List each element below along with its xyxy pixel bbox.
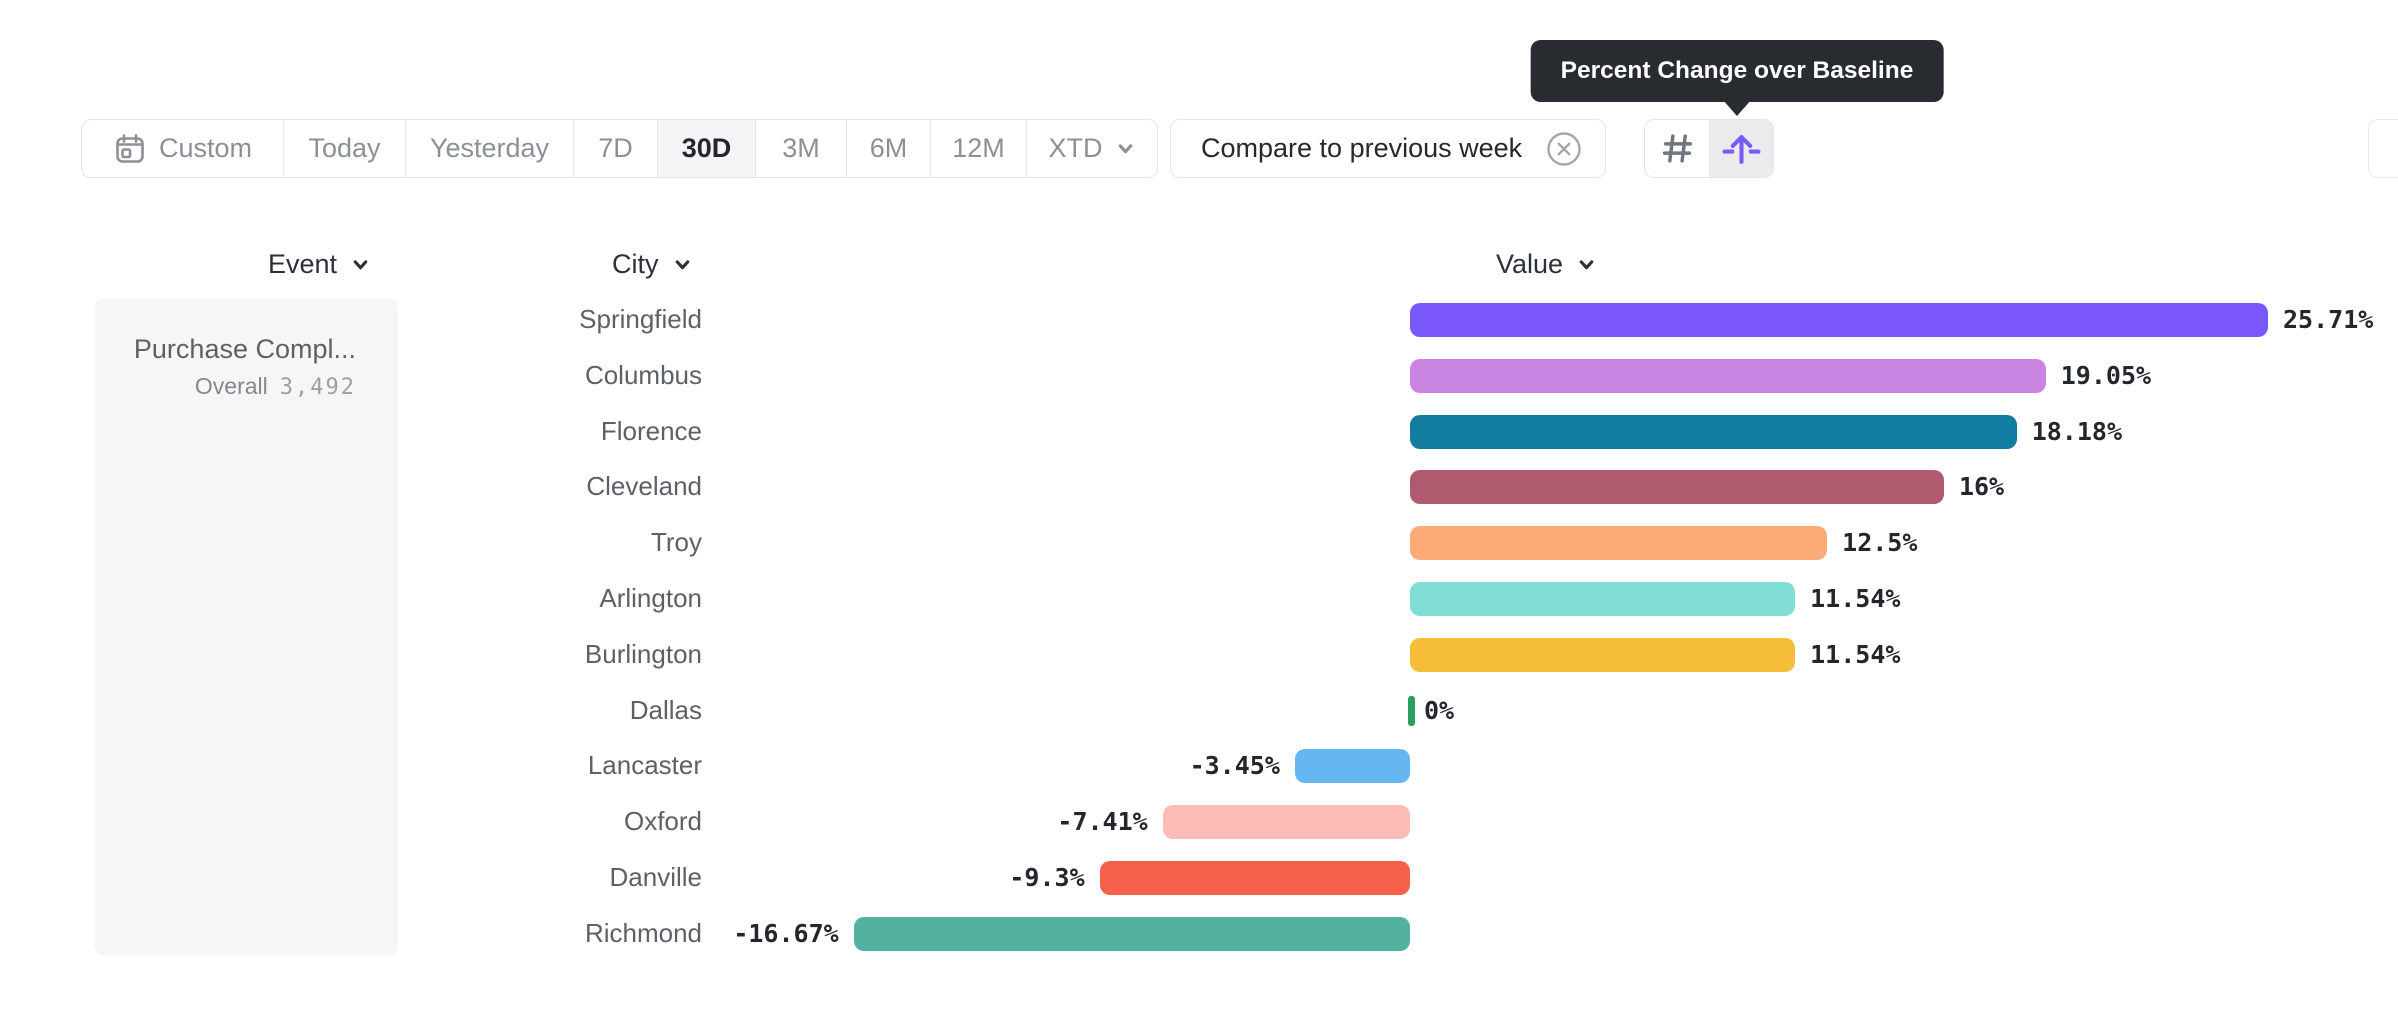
column-header-event[interactable]: Event <box>268 245 371 283</box>
city-label: Oxford <box>623 806 702 837</box>
city-label: Florence <box>600 415 702 446</box>
chevron-down-icon <box>1118 144 1132 154</box>
bar-row: Dallas 0% <box>0 683 2398 739</box>
calendar-icon <box>116 133 144 163</box>
city-label: Dallas <box>629 694 702 725</box>
value-label: -7.41% <box>1057 807 1148 837</box>
date-range-label: Custom <box>158 133 253 163</box>
value-label: 16% <box>1958 472 2005 502</box>
date-range-label: Today <box>308 133 381 163</box>
date-range-12m[interactable]: 12M <box>931 120 1027 177</box>
value-label: 18.18% <box>2031 416 2123 446</box>
city-label: Columbus <box>584 359 702 390</box>
value-bar[interactable] <box>853 916 1410 951</box>
date-range-control: Custom Today Yesterday 7D 30D 3M 6M 12M … <box>81 119 1158 178</box>
city-label: Troy <box>650 527 702 558</box>
value-label: -16.67% <box>733 918 839 948</box>
date-range-label: Yesterday <box>429 133 550 163</box>
value-label: 25.71% <box>2283 305 2374 334</box>
event-cell[interactable]: Purchase Compl... Overall 3,492 <box>95 299 398 955</box>
date-range-xtd[interactable]: XTD <box>1027 120 1157 177</box>
bar-row: Arlington 11.54% <box>0 571 2398 627</box>
value-bar[interactable] <box>1410 414 2017 449</box>
date-range-6m[interactable]: 6M <box>847 120 931 177</box>
date-range-custom[interactable]: Custom <box>82 120 284 177</box>
city-label: Danville <box>609 861 703 892</box>
date-range-label: 6M <box>869 133 908 163</box>
value-label: -9.3% <box>1009 862 1085 892</box>
event-overall: Overall 3,492 <box>95 369 398 405</box>
tooltip-caret <box>1723 100 1751 116</box>
value-bar[interactable] <box>1410 637 1796 672</box>
value-label: -3.45% <box>1189 751 1280 781</box>
bar-row: Florence 18.18% <box>0 404 2398 460</box>
value-label: 11.54% <box>1810 583 1901 613</box>
bar-row: Burlington 11.54% <box>0 627 2398 683</box>
value-label: 19.05% <box>2060 360 2152 390</box>
city-label: Cleveland <box>586 471 702 502</box>
date-range-label: 30D <box>681 133 732 163</box>
column-header-label: Event <box>268 248 338 279</box>
grid-icon <box>1662 134 1692 163</box>
city-label: Burlington <box>584 638 702 669</box>
grid-view-toggle[interactable] <box>1645 120 1709 177</box>
date-range-yesterday[interactable]: Yesterday <box>406 120 574 177</box>
date-range-3m[interactable]: 3M <box>756 120 847 177</box>
chevron-down-icon <box>353 259 368 269</box>
value-bar[interactable] <box>1099 860 1410 895</box>
tooltip: Percent Change over Baseline <box>1530 40 1944 102</box>
date-range-label: 3M <box>782 133 820 163</box>
date-range-label: XTD <box>1048 133 1103 163</box>
baseline-view-toggle[interactable] <box>1709 120 1773 177</box>
city-label: Richmond <box>584 917 702 948</box>
overall-value: 3,492 <box>279 375 356 400</box>
date-range-label: 12M <box>952 133 1005 163</box>
city-label: Lancaster <box>587 750 702 781</box>
city-label: Arlington <box>599 582 702 613</box>
value-bar[interactable] <box>1410 581 1796 616</box>
column-header-label: City <box>612 248 659 279</box>
value-label: 11.54% <box>1810 639 1901 669</box>
value-bar[interactable] <box>1410 526 1828 561</box>
bar-row: Danville -9.3% <box>0 850 2398 906</box>
bar-row: Cleveland 16% <box>0 459 2398 515</box>
value-label: 0% <box>1424 695 1455 725</box>
value-bar[interactable] <box>1408 695 1415 726</box>
date-range-7d[interactable]: 7D <box>574 120 658 177</box>
value-bar[interactable] <box>1410 303 2268 337</box>
date-range-label: 7D <box>598 133 633 163</box>
column-header-value[interactable]: Value <box>1496 245 1597 283</box>
bar-chart: Springfield 25.71% Columbus 19.05% Florence 1… <box>0 292 2398 962</box>
value-bar[interactable] <box>1410 470 1944 505</box>
city-label: Springfield <box>579 304 702 334</box>
compare-chip-label: Compare to previous week <box>1201 133 1523 163</box>
column-header-city[interactable]: City <box>612 245 693 283</box>
view-toggle-group <box>1644 119 1774 178</box>
compare-chip[interactable]: Compare to previous week <box>1170 119 1606 178</box>
overall-label: Overall <box>194 373 268 399</box>
partial-button-right-edge[interactable] <box>2368 119 2398 178</box>
value-bar[interactable] <box>1162 805 1410 840</box>
chevron-down-icon <box>1579 259 1594 269</box>
value-bar[interactable] <box>1410 358 2046 393</box>
event-name: Purchase Compl... <box>133 334 356 364</box>
date-range-30d[interactable]: 30D <box>658 120 756 177</box>
bar-row: Columbus 19.05% <box>0 348 2398 404</box>
bar-row: Lancaster -3.45% <box>0 738 2398 794</box>
bar-row: Springfield 25.71% <box>0 292 2398 348</box>
date-range-today[interactable]: Today <box>284 120 406 177</box>
bar-row: Richmond -16.67% <box>0 906 2398 962</box>
remove-circle-icon[interactable] <box>1545 130 1583 168</box>
tooltip-text: Percent Change over Baseline <box>1560 57 1914 84</box>
value-label: 12.5% <box>1842 528 1918 558</box>
column-header-label: Value <box>1496 248 1564 279</box>
chevron-down-icon <box>675 259 689 269</box>
bar-row: Troy 12.5% <box>0 515 2398 571</box>
change-over-baseline-icon <box>1722 135 1760 164</box>
value-bar[interactable] <box>1294 749 1410 784</box>
bar-row: Oxford -7.41% <box>0 794 2398 850</box>
